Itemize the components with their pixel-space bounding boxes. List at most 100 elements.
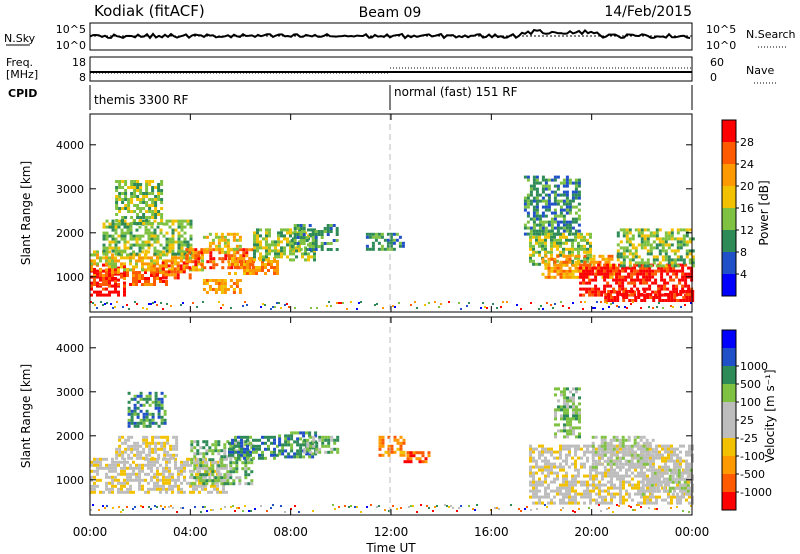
velocity-cell: [190, 461, 194, 465]
velocity-cell: [195, 484, 198, 488]
power-cell: [625, 255, 629, 259]
velocity-clutter-cell: [628, 505, 630, 507]
power-colorbar-swatch: [722, 274, 736, 296]
velocity-cell: [171, 490, 174, 494]
power-cell: [141, 283, 144, 286]
velocity-cell: [569, 405, 572, 409]
velocity-echo-region-4: [228, 435, 279, 460]
power-cell: [625, 249, 629, 253]
power-cell: [171, 252, 175, 256]
power-cell: [195, 265, 198, 269]
velocity-cell: [198, 484, 201, 488]
power-cell: [579, 266, 583, 270]
power-cell: [538, 193, 542, 197]
power-cell: [197, 251, 201, 255]
velocity-cell: [653, 486, 657, 490]
velocity-cell: [583, 462, 586, 466]
power-cell: [138, 271, 141, 274]
power-cell: [299, 233, 303, 236]
power-cell: [111, 225, 115, 229]
power-cell: [616, 296, 620, 299]
velocity-cell: [296, 449, 300, 453]
velocity-cell: [565, 459, 568, 463]
power-cell: [135, 237, 139, 241]
velocity-clutter-cell: [640, 506, 642, 508]
power-cell: [622, 252, 626, 256]
power-cell: [186, 219, 190, 223]
power-cell: [588, 290, 592, 294]
power-clutter-cell: [286, 303, 288, 305]
power-cell: [562, 263, 566, 267]
power-cell: [102, 225, 106, 229]
power-cell: [138, 225, 142, 229]
velocity-cell: [688, 495, 691, 499]
velocity-clutter-cell: [520, 510, 522, 512]
velocity-cell: [575, 405, 578, 409]
power-cell: [633, 284, 637, 288]
velocity-cell: [619, 480, 622, 484]
velocity-cell: [685, 498, 688, 502]
velocity-cell: [598, 483, 601, 487]
power-cell: [311, 242, 315, 245]
power-cell: [252, 269, 255, 272]
velocity-cell: [589, 483, 592, 487]
velocity-clutter-cell: [312, 510, 314, 512]
velocity-cell: [309, 435, 313, 439]
velocity-cell: [604, 483, 607, 487]
power-cell: [636, 278, 640, 282]
power-cell: [153, 262, 156, 266]
power-cell: [136, 207, 140, 210]
power-cell: [124, 189, 128, 192]
velocity-cell: [607, 501, 610, 505]
power-cell: [235, 247, 239, 251]
velocity-cell: [544, 468, 547, 472]
velocity-cell: [559, 450, 562, 454]
power-cell: [574, 275, 578, 279]
velocity-cell: [595, 477, 598, 481]
power-cell: [607, 290, 611, 293]
velocity-cell: [569, 423, 572, 427]
velocity-cell: [568, 444, 571, 448]
power-cell: [136, 216, 140, 219]
velocity-cell: [220, 461, 224, 465]
velocity-cell: [680, 474, 684, 478]
power-cell: [664, 255, 668, 259]
velocity-cell: [145, 394, 149, 398]
velocity-cell: [250, 461, 254, 465]
power-cell: [180, 249, 184, 253]
velocity-cell: [621, 441, 625, 445]
power-cell: [165, 246, 169, 250]
velocity-cell: [246, 438, 249, 442]
velocity-cell: [157, 453, 161, 457]
power-cell: [538, 232, 541, 236]
power-cell: [160, 189, 164, 192]
velocity-cell: [600, 447, 604, 451]
velocity-cell: [99, 490, 102, 494]
power-cell: [329, 224, 333, 227]
velocity-cell: [205, 479, 209, 483]
power-cell: [624, 275, 628, 279]
power-cell: [183, 237, 187, 241]
power-clutter-cell: [360, 301, 362, 303]
power-cell: [151, 204, 155, 207]
power-clutter-cell: [196, 306, 198, 308]
power-cell: [619, 246, 623, 250]
power-cell: [129, 234, 133, 238]
velocity-cell: [145, 418, 149, 422]
power-cell: [102, 237, 106, 241]
velocity-cell: [572, 414, 575, 418]
power-cell: [129, 262, 132, 266]
velocity-cell: [163, 409, 167, 413]
velocity-cell: [168, 475, 171, 479]
velocity-cell: [559, 447, 562, 451]
power-cell: [212, 266, 216, 270]
power-cell: [283, 246, 286, 250]
velocity-cell: [154, 394, 158, 398]
velocity-cell: [601, 483, 604, 487]
power-cell: [568, 269, 572, 273]
velocity-cell: [615, 465, 619, 469]
power-cell: [607, 299, 611, 302]
velocity-cell: [169, 447, 173, 451]
power-cell: [389, 232, 393, 236]
velocity-cell: [529, 489, 532, 493]
